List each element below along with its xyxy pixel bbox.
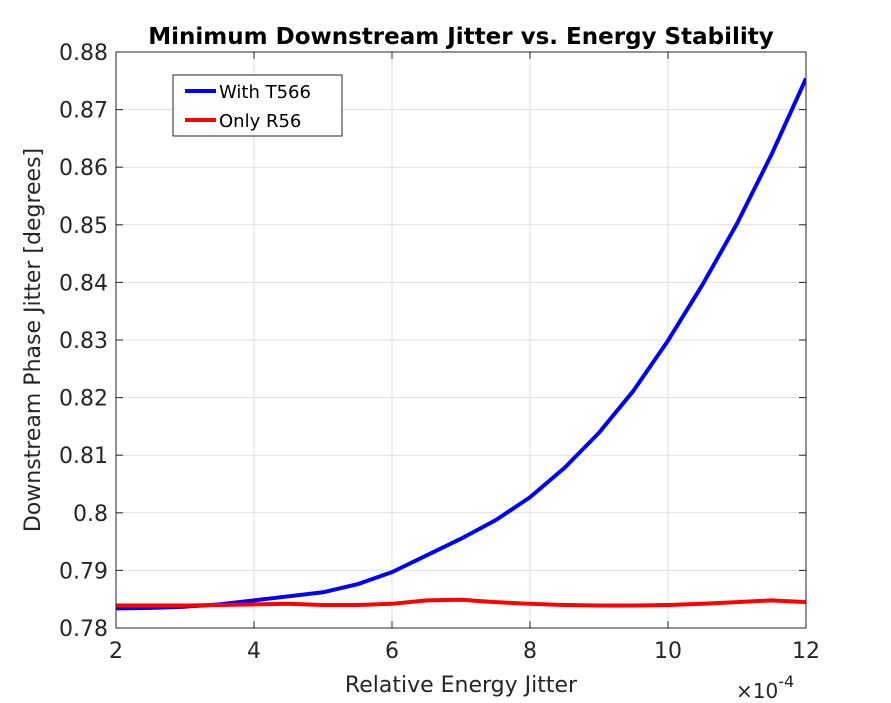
y-tick-label: 0.83 <box>59 329 108 354</box>
legend-box <box>172 74 343 137</box>
x-exponent-times: × <box>736 679 753 703</box>
grid <box>115 51 807 629</box>
chart-title: Minimum Downstream Jitter vs. Energy Sta… <box>148 24 773 50</box>
y-tick-label: 0.79 <box>59 559 108 584</box>
x-exponent-power: -4 <box>778 672 794 691</box>
y-tick-label: 0.85 <box>59 214 108 239</box>
x-axis-label: Relative Energy Jitter <box>345 673 578 698</box>
x-tick-label: 2 <box>109 639 123 664</box>
x-tick-label: 4 <box>247 639 261 664</box>
x-tick-label: 8 <box>523 639 537 664</box>
series-layer <box>116 77 806 611</box>
legend: With T566 Only R56 <box>172 74 343 137</box>
y-tick-label: 0.87 <box>59 99 108 124</box>
y-tick-label: 0.86 <box>59 156 108 181</box>
legend-label-only-r56: Only R56 <box>219 111 301 132</box>
x-tick-label: 6 <box>385 639 399 664</box>
ticks: 2 4 6 8 10 12 0.78 0.79 0.8 0.81 0.82 0.83 0.84 0.85 0… <box>59 41 820 664</box>
x-tick-label: 12 <box>792 639 820 664</box>
y-tick-label: 0.78 <box>59 617 108 642</box>
y-tick-label: 0.88 <box>59 41 108 66</box>
y-tick-label: 0.82 <box>59 387 108 412</box>
y-tick-label: 0.81 <box>59 444 108 469</box>
y-axis-label: Downstream Phase Jitter [degrees] <box>21 148 46 532</box>
y-tick-label: 0.8 <box>73 502 108 527</box>
y-tick-label: 0.84 <box>59 271 108 296</box>
x-exponent-base: 10 <box>753 679 778 703</box>
series-line-only-r56 <box>116 597 806 608</box>
x-tick-label: 10 <box>654 639 682 664</box>
x-axis-exponent: ×10-4 <box>736 672 794 703</box>
legend-label-with-t566: With T566 <box>219 82 311 103</box>
